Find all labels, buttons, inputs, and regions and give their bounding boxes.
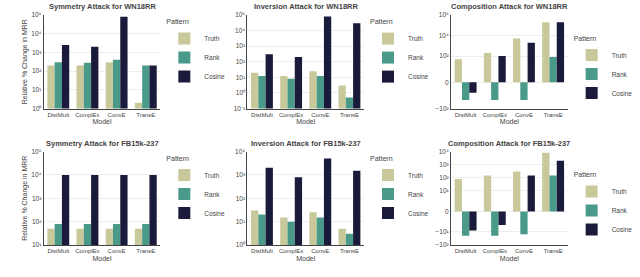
svg-text:ConvE: ConvE xyxy=(515,112,533,118)
svg-text:ComplEx: ComplEx xyxy=(75,248,99,254)
svg-text:Truth: Truth xyxy=(408,35,423,42)
svg-text:10⁰: 10⁰ xyxy=(236,241,246,248)
svg-text:Model: Model xyxy=(296,255,316,262)
svg-text:Model: Model xyxy=(296,118,316,125)
svg-text:10⁴: 10⁴ xyxy=(31,30,41,37)
svg-text:TransE: TransE xyxy=(340,112,359,118)
svg-text:ComplEx: ComplEx xyxy=(75,112,99,118)
svg-text:Truth: Truth xyxy=(612,188,627,195)
svg-text:ComplEx: ComplEx xyxy=(483,248,507,254)
svg-text:Pattern: Pattern xyxy=(166,18,189,25)
svg-text:ComplEx: ComplEx xyxy=(483,112,507,118)
svg-text:Rank: Rank xyxy=(408,54,424,61)
svg-text:DistMult: DistMult xyxy=(251,112,273,118)
svg-text:Pattern: Pattern xyxy=(166,155,189,162)
svg-text:10³: 10³ xyxy=(32,49,42,56)
svg-text:10²: 10² xyxy=(439,174,449,181)
svg-text:Cosine: Cosine xyxy=(612,226,633,233)
svg-text:10⁶: 10⁶ xyxy=(439,11,449,18)
svg-text:−10²: −10² xyxy=(436,105,450,112)
svg-text:10⁴: 10⁴ xyxy=(235,148,245,155)
svg-text:10²: 10² xyxy=(439,52,449,59)
svg-text:−10¹: −10¹ xyxy=(436,228,450,235)
svg-text:Cosine: Cosine xyxy=(408,73,429,80)
svg-text:Relative % Change in MRR: Relative % Change in MRR xyxy=(21,19,29,104)
svg-text:Model: Model xyxy=(500,118,520,125)
svg-text:TransE: TransE xyxy=(544,248,563,254)
svg-text:10³: 10³ xyxy=(439,161,449,168)
svg-text:10²: 10² xyxy=(32,218,42,225)
svg-text:10¹: 10¹ xyxy=(32,86,42,93)
svg-text:Relative % Change in MRR: Relative % Change in MRR xyxy=(21,156,29,241)
svg-text:10⁰: 10⁰ xyxy=(32,105,42,112)
svg-text:Cosine: Cosine xyxy=(408,210,429,217)
svg-text:DistMult: DistMult xyxy=(455,248,477,254)
svg-text:Model: Model xyxy=(92,118,112,125)
svg-text:10²: 10² xyxy=(32,67,42,74)
svg-text:10⁻¹: 10⁻¹ xyxy=(234,105,246,112)
svg-text:Inversion Attack for FB15k-237: Inversion Attack for FB15k-237 xyxy=(251,139,361,148)
svg-text:TransE: TransE xyxy=(340,248,359,254)
svg-text:Symmetry Attack for WN18RR: Symmetry Attack for WN18RR xyxy=(49,2,156,11)
svg-text:10⁰: 10⁰ xyxy=(236,89,246,96)
svg-text:TransE: TransE xyxy=(136,248,155,254)
svg-text:Composition Attack for WN18RR: Composition Attack for WN18RR xyxy=(451,2,568,11)
svg-text:Cosine: Cosine xyxy=(204,73,225,80)
svg-text:ConvE: ConvE xyxy=(311,112,329,118)
svg-text:Pattern: Pattern xyxy=(370,155,393,162)
svg-text:DistMult: DistMult xyxy=(455,112,477,118)
svg-text:ComplEx: ComplEx xyxy=(279,248,303,254)
svg-text:Truth: Truth xyxy=(204,35,219,42)
svg-text:Composition Attack for FB15k-2: Composition Attack for FB15k-237 xyxy=(448,139,570,148)
svg-text:DistMult: DistMult xyxy=(251,248,273,254)
svg-text:Cosine: Cosine xyxy=(204,210,225,217)
svg-text:Pattern: Pattern xyxy=(574,35,597,42)
svg-text:Rank: Rank xyxy=(408,191,424,198)
svg-text:Rank: Rank xyxy=(204,191,220,198)
svg-text:Symmetry Attack for FB15k-237: Symmetry Attack for FB15k-237 xyxy=(46,139,159,148)
svg-text:10⁵: 10⁵ xyxy=(235,11,245,18)
svg-text:10¹: 10¹ xyxy=(236,74,246,81)
svg-text:0: 0 xyxy=(445,79,449,86)
svg-text:TransE: TransE xyxy=(136,112,155,118)
svg-text:DistMult: DistMult xyxy=(47,112,69,118)
svg-text:Truth: Truth xyxy=(612,52,627,59)
svg-text:Truth: Truth xyxy=(204,172,219,179)
svg-text:Pattern: Pattern xyxy=(574,171,597,178)
svg-text:10⁵: 10⁵ xyxy=(31,11,41,18)
svg-text:10¹: 10¹ xyxy=(32,241,42,248)
svg-text:Model: Model xyxy=(500,255,520,262)
svg-text:0: 0 xyxy=(445,208,449,215)
svg-text:Rank: Rank xyxy=(612,207,628,214)
svg-text:ConvE: ConvE xyxy=(311,248,329,254)
svg-text:−10²: −10² xyxy=(436,241,450,248)
svg-text:Rank: Rank xyxy=(612,71,628,78)
svg-text:Inversion Attack for WN18RR: Inversion Attack for WN18RR xyxy=(254,2,358,11)
svg-text:ConvE: ConvE xyxy=(515,248,533,254)
svg-text:10⁴: 10⁴ xyxy=(439,32,449,39)
svg-text:10²: 10² xyxy=(236,58,246,65)
svg-text:10⁵: 10⁵ xyxy=(31,148,41,155)
svg-text:Cosine: Cosine xyxy=(612,90,633,97)
svg-text:10³: 10³ xyxy=(32,195,42,202)
svg-text:10⁴: 10⁴ xyxy=(31,171,41,178)
svg-text:10³: 10³ xyxy=(236,42,246,49)
svg-text:10²: 10² xyxy=(236,195,246,202)
svg-text:TransE: TransE xyxy=(544,112,563,118)
svg-text:ConvE: ConvE xyxy=(108,248,126,254)
svg-text:10⁴: 10⁴ xyxy=(439,148,449,155)
svg-text:Pattern: Pattern xyxy=(370,18,393,25)
svg-text:Rank: Rank xyxy=(204,54,220,61)
svg-text:10³: 10³ xyxy=(236,171,246,178)
svg-text:10⁴: 10⁴ xyxy=(235,27,245,34)
svg-text:10¹: 10¹ xyxy=(439,187,449,194)
svg-text:Model: Model xyxy=(92,255,112,262)
svg-text:DistMult: DistMult xyxy=(47,248,69,254)
svg-text:10¹: 10¹ xyxy=(236,218,246,225)
svg-text:ConvE: ConvE xyxy=(108,112,126,118)
svg-text:Truth: Truth xyxy=(408,172,423,179)
svg-text:ComplEx: ComplEx xyxy=(279,112,303,118)
